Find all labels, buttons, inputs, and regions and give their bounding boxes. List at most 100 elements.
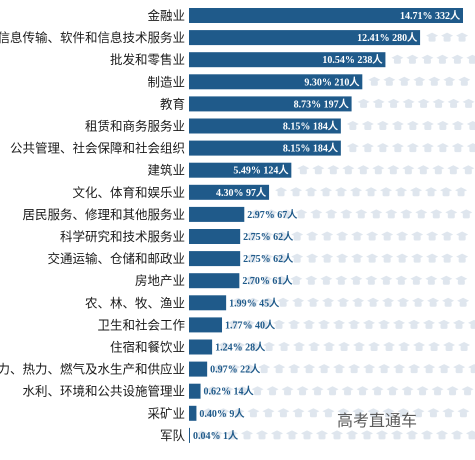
value-label: 8.15% 184人 (283, 142, 339, 155)
value-label: 10.54% 238人 (322, 53, 383, 66)
graduation-cap-icon (318, 319, 331, 329)
graduation-cap-icon (387, 98, 400, 108)
graduation-cap-icon (426, 231, 439, 241)
bar (189, 206, 245, 222)
category-labels-group: 金融业信息传输、软件和信息技术服务业批发和零售业制造业教育租赁和商务服务业公共管… (0, 8, 185, 443)
graduation-cap-icon (458, 342, 471, 351)
graduation-cap-icon (250, 209, 263, 219)
graduation-cap-icon (402, 98, 415, 108)
category-label: 房地产业 (135, 273, 185, 288)
graduation-cap-icon (273, 319, 286, 329)
graduation-cap-icon (466, 143, 475, 153)
graduation-cap-icon (426, 32, 439, 42)
bar (189, 52, 386, 68)
graduation-cap-icon (258, 319, 271, 329)
value-label: 0.04% 1人 (193, 429, 239, 442)
graduation-cap-icon (262, 408, 275, 418)
graduation-cap-icon (380, 275, 393, 285)
graduation-cap-icon (258, 364, 271, 374)
graduation-cap-icon (446, 386, 459, 396)
graduation-cap-icon (365, 275, 378, 285)
graduation-cap-icon (243, 364, 256, 374)
graduation-cap-icon (376, 143, 389, 153)
graduation-cap-icon (245, 275, 258, 285)
graduation-cap-icon (303, 364, 316, 374)
graduation-cap-icon (326, 386, 339, 396)
graduation-cap-icon (445, 209, 458, 219)
bar (189, 140, 341, 156)
graduation-cap-icon (366, 231, 379, 241)
category-label: 电力、热力、燃气及水生产和供应业 (0, 362, 185, 377)
graduation-cap-icon (243, 319, 256, 329)
graduation-cap-icon (400, 209, 413, 219)
graduation-cap-icon (306, 253, 319, 263)
graduation-cap-icon (428, 76, 441, 86)
graduation-cap-icon (456, 32, 469, 42)
graduation-cap-icon (412, 408, 425, 418)
graduation-cap-icon (423, 364, 436, 374)
graduation-cap-icon (320, 187, 333, 197)
graduation-cap-icon (337, 297, 350, 307)
graduation-cap-icon (396, 253, 409, 263)
graduation-cap-icon (265, 209, 278, 219)
category-label: 批发和零售业 (110, 52, 185, 67)
value-label: 2.75% 62人 (243, 252, 294, 265)
graduation-cap-icon (361, 143, 374, 153)
graduation-cap-icon (266, 386, 279, 396)
graduation-cap-icon (402, 165, 415, 175)
graduation-cap-icon (295, 209, 308, 219)
graduation-cap-icon (280, 209, 293, 219)
bar (189, 427, 190, 443)
category-label: 教育 (160, 96, 185, 111)
graduation-cap-icon (310, 209, 323, 219)
value-label: 2.70% 61人 (242, 274, 293, 287)
graduation-cap-icon (320, 275, 333, 285)
graduation-cap-icon (421, 143, 434, 153)
graduation-cap-icon (275, 275, 288, 285)
graduation-cap-icon (288, 364, 301, 374)
graduation-cap-icon (381, 253, 394, 263)
graduation-cap-icon (316, 430, 328, 440)
graduation-cap-icon (427, 408, 440, 418)
bar (189, 30, 421, 46)
graduation-cap-icon (451, 121, 464, 130)
graduation-cap-icon (391, 143, 404, 153)
value-label: 2.75% 62人 (243, 230, 294, 243)
category-label: 公共管理、社会保障和社会组织 (10, 141, 185, 156)
graduation-cap-icon (421, 121, 434, 130)
graduation-cap-icon (397, 408, 410, 418)
graduation-cap-icon (425, 187, 438, 197)
graduation-cap-icon (436, 121, 449, 130)
graduation-cap-icon (372, 165, 385, 175)
graduation-cap-icon (410, 275, 423, 285)
graduation-cap-icon (440, 275, 453, 285)
bar (189, 118, 341, 134)
watermark-text: 高考直通车 (337, 411, 417, 430)
category-label: 金融业 (147, 8, 185, 23)
graduation-cap-icon (387, 165, 400, 175)
graduation-cap-icon (307, 297, 320, 307)
graduation-cap-icon (417, 165, 430, 175)
graduation-cap-icon (442, 408, 455, 418)
graduation-cap-icon (296, 386, 309, 396)
category-label: 交通运输、仓储和邮政业 (47, 251, 185, 266)
graduation-cap-icon (312, 165, 325, 175)
graduation-cap-icon (307, 408, 320, 418)
graduation-cap-icon (408, 319, 421, 329)
graduation-cap-icon (413, 76, 426, 86)
bar (189, 273, 240, 289)
graduation-cap-icon (385, 209, 398, 219)
graduation-cap-icon (247, 408, 260, 418)
category-label: 军队 (160, 428, 186, 443)
graduation-cap-icon (421, 430, 433, 440)
value-label: 8.15% 184人 (283, 120, 339, 133)
graduation-cap-icon (366, 253, 379, 263)
graduation-cap-icon (462, 98, 475, 108)
graduation-cap-icon (281, 386, 294, 396)
value-label: 5.49% 124人 (233, 164, 289, 177)
value-label: 0.40% 9人 (199, 407, 245, 420)
graduation-cap-icon (408, 364, 421, 374)
graduation-cap-icon (261, 253, 274, 263)
graduation-cap-icon (277, 297, 290, 307)
